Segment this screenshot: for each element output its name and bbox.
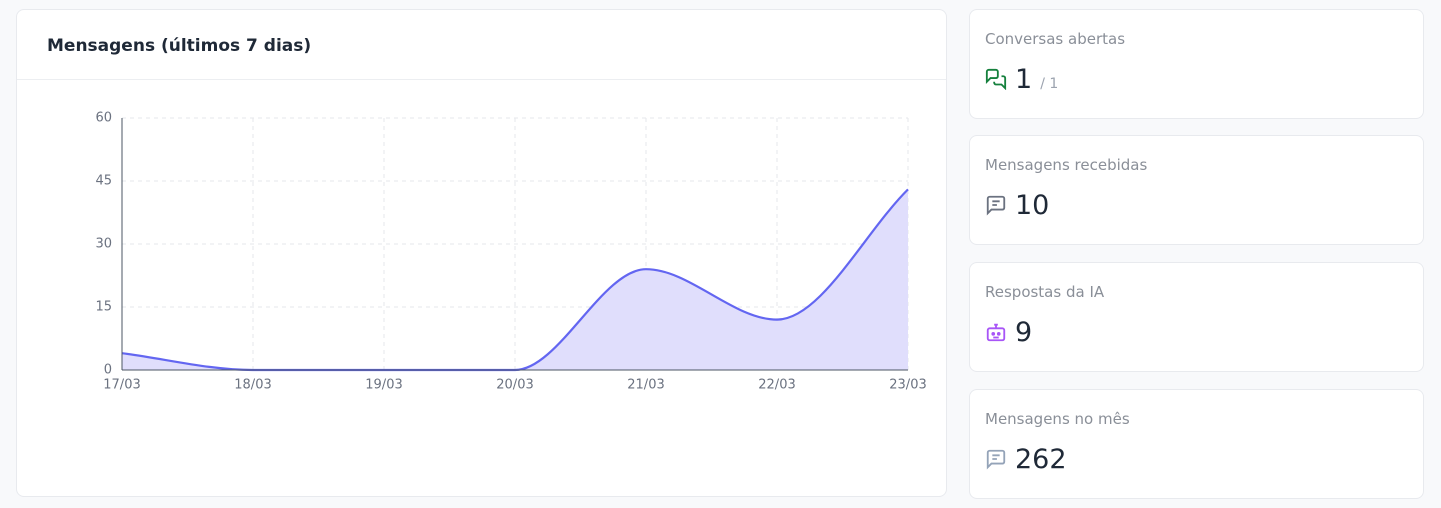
x-tick-label: 20/03 xyxy=(496,378,533,393)
x-tick-label: 22/03 xyxy=(758,378,795,393)
chart-card: Mensagens (últimos 7 dias) 0 15 30 45 60 17/0… xyxy=(16,9,947,497)
y-tick-label: 30 xyxy=(95,237,112,252)
x-tick-label: 17/03 xyxy=(103,378,140,393)
stat-value: 9 xyxy=(1015,317,1033,348)
y-tick-label: 0 xyxy=(104,363,112,378)
card-header: Mensagens (últimos 7 dias) xyxy=(17,10,946,80)
icon-bot xyxy=(986,323,1006,342)
stat-value-row: 1 / 1 xyxy=(985,64,1058,95)
chart-title: Mensagens (últimos 7 dias) xyxy=(47,36,312,56)
y-tick-label: 15 xyxy=(95,300,112,315)
y-tick-label: 60 xyxy=(95,111,112,126)
x-tick-label: 21/03 xyxy=(627,378,664,393)
stat-value-row: 10 xyxy=(985,190,1049,221)
icon-chats xyxy=(985,68,1007,90)
stat-card: Conversas abertas 1 / 1 xyxy=(969,9,1424,119)
stat-value-row: 9 xyxy=(985,317,1032,348)
area-fill xyxy=(122,189,908,370)
stat-label: Conversas abertas xyxy=(985,30,1126,48)
stat-value-row: 262 xyxy=(985,444,1067,475)
stat-card: Mensagens no mês 262 xyxy=(969,389,1424,499)
x-tick-label: 23/03 xyxy=(889,378,926,393)
stat-value: 1 xyxy=(1015,64,1033,95)
stat-value: 262 xyxy=(1015,444,1067,475)
icon-message xyxy=(986,195,1006,216)
stat-sub: / 1 xyxy=(1040,76,1059,92)
icon-message xyxy=(986,449,1006,470)
x-tick-label: 18/03 xyxy=(234,378,271,393)
stat-card: Mensagens recebidas 10 xyxy=(969,135,1424,245)
stat-label: Respostas da IA xyxy=(985,283,1105,301)
stat-card: Respostas da IA 9 xyxy=(969,262,1424,372)
stat-value: 10 xyxy=(1015,190,1050,221)
x-tick-label: 19/03 xyxy=(365,378,402,393)
stat-label: Mensagens recebidas xyxy=(985,156,1148,174)
chart: 0 15 30 45 60 17/03 18/03 19/03 20/03 21/03 22/03 2… xyxy=(95,111,926,393)
stat-label: Mensagens no mês xyxy=(985,410,1130,428)
y-tick-label: 45 xyxy=(95,174,112,189)
